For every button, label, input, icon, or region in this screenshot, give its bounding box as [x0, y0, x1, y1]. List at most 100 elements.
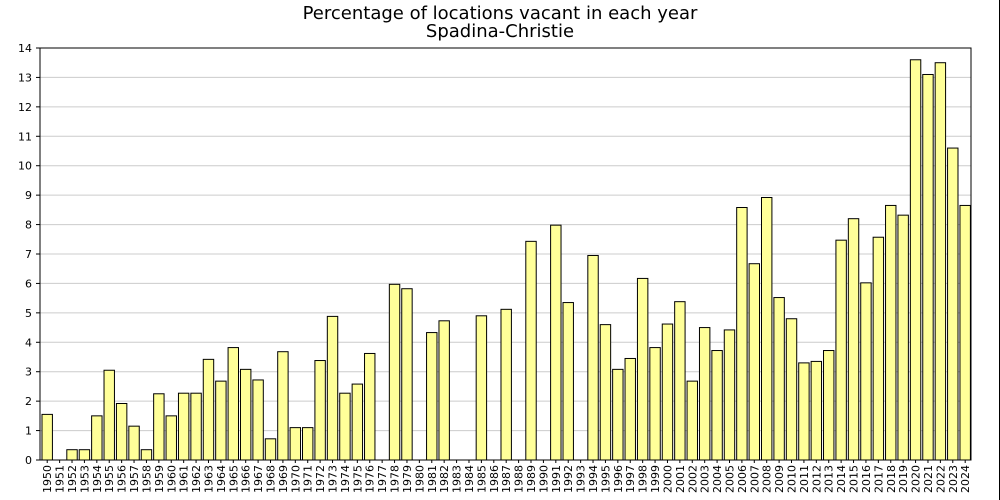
x-tick-label: 1975	[351, 465, 364, 493]
x-tick-label: 1977	[376, 465, 389, 493]
x-tick-label: 1991	[550, 465, 563, 493]
x-tick-label: 2001	[674, 465, 687, 493]
bar	[339, 392, 351, 461]
x-tick-label: 1956	[116, 465, 129, 493]
x-tick-label: 1996	[612, 465, 625, 493]
bar	[128, 425, 140, 461]
x-tick-label: 1986	[488, 465, 501, 493]
bar	[773, 297, 785, 461]
bar	[947, 147, 959, 461]
bar	[810, 360, 823, 461]
x-tick-label: 2013	[823, 465, 836, 493]
x-tick-label: 2021	[922, 465, 935, 493]
bar	[698, 327, 711, 461]
x-tick-label: 1990	[537, 465, 550, 493]
x-tick-label: 2017	[872, 465, 885, 493]
x-tick-label: 2022	[934, 465, 947, 493]
x-tick-label: 2010	[786, 465, 799, 493]
x-tick-label: 1958	[140, 465, 153, 493]
y-tick-label: 2	[25, 395, 32, 408]
bar	[798, 362, 810, 461]
x-tick-label: 1993	[575, 465, 588, 493]
x-tick-label: 2004	[711, 465, 724, 493]
x-tick-label: 1987	[500, 465, 513, 493]
bar	[115, 402, 128, 461]
bar	[661, 323, 674, 461]
x-tick-label: 1981	[426, 465, 439, 493]
x-tick-label: 2007	[748, 465, 761, 493]
bar	[41, 413, 53, 461]
x-tick-label: 2012	[810, 465, 823, 493]
x-tick-label: 1964	[215, 465, 228, 493]
y-tick-label: 14	[18, 42, 32, 55]
x-tick-label: 1960	[165, 465, 178, 493]
x-tick-label: 1957	[128, 465, 141, 493]
bar	[909, 59, 922, 461]
bar	[364, 352, 376, 461]
x-tick-label: 1966	[240, 465, 253, 493]
bar	[140, 449, 153, 461]
bar	[599, 324, 612, 461]
bar	[475, 315, 488, 461]
bar	[215, 380, 227, 461]
x-tick-label: 2011	[798, 465, 811, 493]
x-tick-label: 1971	[302, 465, 315, 493]
x-tick-label: 1976	[364, 465, 377, 493]
bar	[885, 204, 897, 461]
x-tick-label: 1978	[389, 465, 402, 493]
y-tick-label: 0	[25, 454, 32, 467]
x-tick-label: 1959	[153, 465, 166, 493]
bar	[177, 392, 190, 461]
bar	[165, 415, 177, 461]
x-tick-label: 1992	[562, 465, 575, 493]
bar	[562, 302, 574, 461]
bar	[239, 368, 252, 461]
x-tick-label: 2016	[860, 465, 873, 493]
y-tick-label: 3	[25, 366, 32, 379]
y-tick-label: 7	[25, 248, 32, 261]
bars	[41, 59, 971, 461]
bar	[748, 263, 761, 461]
x-tick-label: 2008	[761, 465, 774, 493]
x-tick-label: 2020	[910, 465, 923, 493]
bar	[289, 427, 302, 461]
x-tick-label: 1951	[54, 465, 67, 493]
x-tick-label: 1997	[624, 465, 637, 493]
x-tick-label: 1994	[587, 465, 600, 493]
x-tick-label: 1968	[265, 465, 278, 493]
y-tick-label: 12	[18, 101, 32, 114]
chart-title: Percentage of locations vacant in each y…	[303, 3, 698, 24]
x-tick-label: 1984	[463, 465, 476, 493]
bar	[202, 358, 215, 461]
y-tick-label: 6	[25, 277, 32, 290]
x-tick-label: 1967	[252, 465, 265, 493]
bar	[190, 392, 202, 461]
y-tick-label: 5	[25, 307, 32, 320]
bar	[500, 308, 512, 461]
plot-area-border	[39, 47, 972, 461]
x-tick-label: 1963	[202, 465, 215, 493]
bar	[401, 288, 413, 461]
x-tick-label: 1974	[339, 465, 352, 493]
x-tick-label: 1989	[525, 465, 538, 493]
bar	[227, 347, 239, 461]
bar	[760, 196, 773, 461]
x-tick-label: 1999	[649, 465, 662, 493]
bar	[388, 283, 401, 461]
bar	[897, 214, 909, 461]
bar	[103, 369, 115, 461]
x-tick-label: 1955	[103, 465, 116, 493]
bar	[723, 329, 736, 461]
bar	[847, 218, 860, 461]
x-tick-label: 1995	[599, 465, 612, 493]
x-tick-label: 1954	[91, 465, 104, 493]
x-tick-label: 1979	[401, 465, 414, 493]
x-tick-label: 2018	[885, 465, 898, 493]
x-tick-label: 1953	[78, 465, 91, 493]
x-tick-label: 1969	[277, 465, 290, 493]
y-tick-label: 1	[25, 425, 32, 438]
x-tick-label: 1983	[451, 465, 464, 493]
bar	[302, 427, 314, 461]
